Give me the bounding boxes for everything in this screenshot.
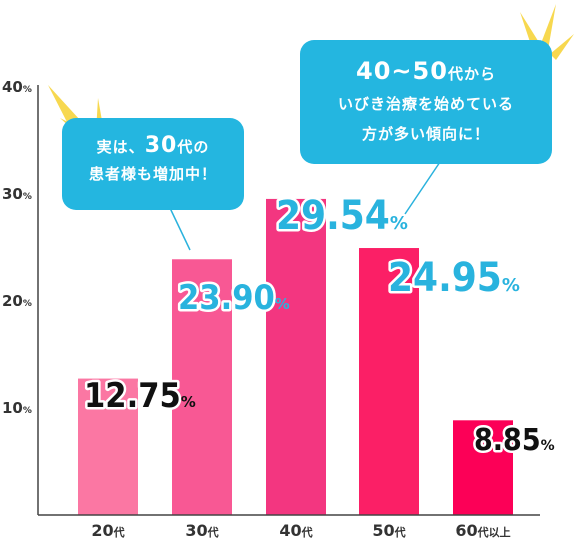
category-number: 20 <box>91 521 113 540</box>
bar-5 <box>453 420 513 515</box>
value-number: 24.95 <box>388 255 502 301</box>
category-suffix: 代 <box>113 525 125 539</box>
value-percent: % <box>541 438 555 454</box>
callout-left-suffix: 代の <box>177 138 210 156</box>
value-label: 24.95% <box>388 255 520 301</box>
value-label: 8.85% <box>474 423 555 458</box>
callout-left-prefix: 実は、 <box>96 138 145 156</box>
callout-left-line2: 患者様も増加中！ <box>88 165 217 183</box>
value-number: 29.54 <box>276 193 390 239</box>
value-percent: % <box>275 295 290 313</box>
bar-1 <box>78 378 138 515</box>
callout-left-pointer <box>169 207 191 251</box>
category-number: 40 <box>279 521 301 540</box>
category-suffix: 代 <box>301 525 313 539</box>
category-label: 60代以上 <box>455 521 510 540</box>
value-label: 12.75% <box>84 376 196 416</box>
value-percent: % <box>502 275 520 296</box>
x-categories: 20代 30代 40代 50代 60代以上 <box>91 521 510 540</box>
y-tick-unit: % <box>23 299 32 309</box>
value-percent: % <box>390 213 408 234</box>
callout-right: 40~50代から いびき治療を始めている 方が多い傾向に！ <box>300 40 552 164</box>
category-label: 30代 <box>185 521 218 540</box>
callout-left-line1: 実は、30代の <box>62 132 244 161</box>
y-tick-unit: % <box>23 192 32 202</box>
callout-right-line3: 方が多い傾向に！ <box>361 125 490 143</box>
axes <box>37 85 540 516</box>
bar-4 <box>359 248 419 515</box>
category-label: 40代 <box>279 521 312 540</box>
value-number: 23.90 <box>178 278 275 318</box>
burst-ray <box>48 85 80 124</box>
burst-ray <box>520 12 540 48</box>
category-label: 20代 <box>91 521 124 540</box>
burst-ray <box>540 4 556 50</box>
category-label: 50代 <box>372 521 405 540</box>
callout-left: 実は、30代の 患者様も増加中！ <box>62 118 244 210</box>
value-number: 8.85 <box>474 423 541 458</box>
y-tick-unit: % <box>23 85 32 95</box>
category-suffix: 代 <box>207 525 219 539</box>
category-suffix: 代 <box>394 525 406 539</box>
y-tick-unit: % <box>23 406 32 416</box>
callout-right-line1: 40~50代から <box>300 56 552 89</box>
burst-ray <box>550 34 574 60</box>
category-number: 60 <box>455 521 477 540</box>
category-suffix: 代以上 <box>477 525 511 539</box>
category-number: 30 <box>185 521 207 540</box>
callout-right-number: 40~50 <box>356 57 448 85</box>
value-label: 23.90% <box>178 278 290 318</box>
callout-right-pointer <box>404 161 441 215</box>
bar-2 <box>172 259 232 515</box>
value-number: 12.75 <box>84 376 181 416</box>
value-percent: % <box>181 393 196 411</box>
category-number: 50 <box>372 521 394 540</box>
callout-left-number: 30 <box>144 133 178 158</box>
callout-right-line2: いびき治療を始めている <box>337 95 514 113</box>
value-label: 29.54% <box>276 193 408 239</box>
callout-right-suffix: 代から <box>447 65 496 83</box>
bars <box>78 198 513 515</box>
value-labels: 12.75%23.90%29.54%24.95%8.85% <box>82 191 555 461</box>
bar-3 <box>266 198 326 515</box>
